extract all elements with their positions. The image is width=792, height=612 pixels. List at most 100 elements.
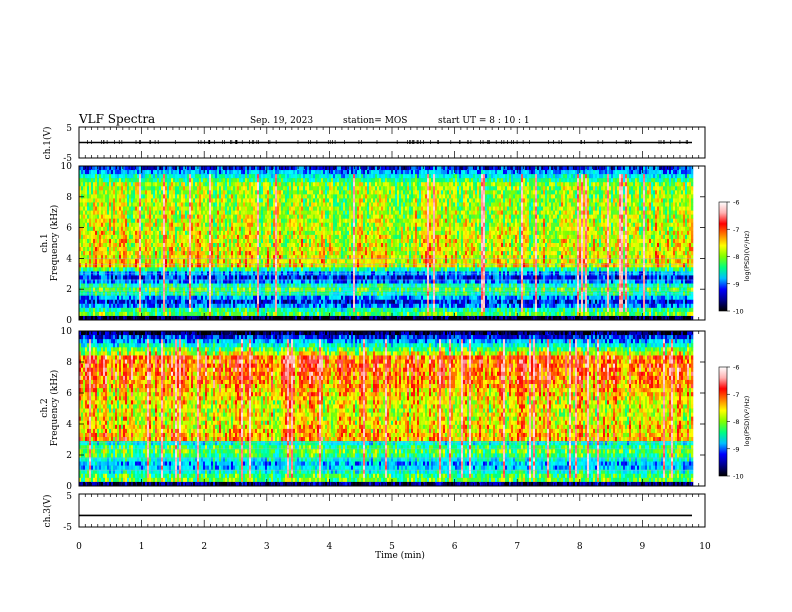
spectrogram-cell	[169, 182, 171, 186]
spectrogram-cell	[209, 215, 211, 219]
spectrogram-cell	[91, 190, 93, 194]
spectrogram-cell	[147, 275, 149, 279]
spectrogram-cell	[279, 259, 281, 263]
spectrogram-cell	[293, 284, 295, 288]
spectrogram-cell	[177, 304, 179, 308]
spectrogram-cell	[229, 178, 231, 182]
spectrogram-cell	[245, 166, 247, 170]
spectrogram-cell	[143, 300, 145, 304]
spectrogram-cell	[297, 300, 299, 304]
spectrogram-cell	[173, 182, 175, 186]
spectrogram-cell	[291, 284, 293, 288]
spectrogram-cell	[189, 259, 191, 263]
spectrogram-cell	[203, 198, 205, 202]
spectrogram-cell	[117, 247, 119, 251]
spectrogram-cell	[177, 255, 179, 259]
spectrogram-cell	[145, 186, 147, 190]
spectrogram-cell	[209, 312, 211, 316]
spectrogram-cell	[239, 170, 241, 174]
spectrogram-cell	[87, 215, 89, 219]
spectrogram-cell	[97, 202, 99, 206]
spectrogram-cell	[161, 190, 163, 194]
spectrogram-cell	[257, 284, 259, 288]
spectrogram-cell	[125, 304, 127, 308]
spectrogram-cell	[269, 215, 271, 219]
spectrogram-cell	[287, 271, 289, 275]
spectrogram-cell	[259, 170, 261, 174]
spectrogram-cell	[285, 231, 287, 235]
spectrogram-cell	[105, 215, 107, 219]
spectrogram-cell	[301, 182, 303, 186]
spectrogram-cell	[125, 296, 127, 300]
spectrogram-cell	[207, 308, 209, 312]
spectrogram-cell	[295, 215, 297, 219]
spectrogram-cell	[187, 227, 189, 231]
spectrogram-cell	[179, 170, 181, 174]
spectrogram-cell	[253, 235, 255, 239]
spectrogram-cell	[253, 190, 255, 194]
spectrogram-cell	[209, 300, 211, 304]
spectrogram-cell	[115, 219, 117, 223]
spectrogram-cell	[267, 304, 269, 308]
spectrogram-cell	[143, 308, 145, 312]
spectrogram-cell	[139, 170, 141, 174]
spectrogram-cell	[177, 247, 179, 251]
spectrogram-cell	[95, 284, 97, 288]
spectrogram-cell	[163, 178, 165, 182]
spectrogram-cell	[227, 211, 229, 215]
spectrogram-cell	[193, 275, 195, 279]
spectrogram-cell	[231, 227, 233, 231]
spectrogram-cell	[137, 308, 139, 312]
spectrogram-cell	[231, 174, 233, 178]
spectrogram-cell	[167, 235, 169, 239]
spectrogram-cell	[159, 304, 161, 308]
spectrogram-cell	[235, 300, 237, 304]
spectrogram-cell	[191, 194, 193, 198]
spectrogram-cell	[283, 300, 285, 304]
spectrogram-cell	[185, 312, 187, 316]
spectrogram-cell	[291, 227, 293, 231]
spectrogram-cell	[233, 231, 235, 235]
spectrogram-cell	[287, 231, 289, 235]
spectrogram-cell	[117, 186, 119, 190]
spectrogram-cell	[107, 304, 109, 308]
spectrogram-cell	[95, 263, 97, 267]
spectrogram-cell	[147, 219, 149, 223]
spectrogram-cell	[223, 308, 225, 312]
spectrogram-cell	[305, 215, 307, 219]
spectrogram-cell	[221, 300, 223, 304]
spectrogram-cell	[251, 275, 253, 279]
spectrogram-cell	[141, 239, 143, 243]
spectrogram-cell	[211, 300, 213, 304]
spectrogram-cell	[169, 239, 171, 243]
spectrogram-cell	[267, 174, 269, 178]
spectrogram-cell	[119, 288, 121, 292]
spectrogram-cell	[179, 251, 181, 255]
spectrogram-cell	[285, 227, 287, 231]
spectrogram-cell	[111, 312, 113, 316]
spectrogram-cell	[89, 300, 91, 304]
spectrogram-cell	[295, 174, 297, 178]
spectrogram-cell	[251, 202, 253, 206]
spectrogram-cell	[263, 243, 265, 247]
spectrogram-cell	[293, 267, 295, 271]
spectrogram-cell	[191, 227, 193, 231]
spectrogram-cell	[97, 219, 99, 223]
spectrogram-cell	[271, 288, 273, 292]
spectrogram-cell	[115, 186, 117, 190]
spectrogram-cell	[217, 288, 219, 292]
spectrogram-cell	[297, 259, 299, 263]
spectrogram-cell	[197, 263, 199, 267]
spectrogram-cell	[219, 304, 221, 308]
spectrogram-cell	[219, 219, 221, 223]
spectrogram-cell	[145, 207, 147, 211]
spectrogram-cell	[139, 186, 141, 190]
spectrogram-cell	[121, 312, 123, 316]
spectrogram-cell	[261, 227, 263, 231]
spectrogram-cell	[91, 284, 93, 288]
spectrogram-cell	[179, 284, 181, 288]
spectrogram-cell	[215, 231, 217, 235]
spectrogram-cell	[131, 198, 133, 202]
spectrogram-cell	[155, 288, 157, 292]
spectrogram-cell	[149, 235, 151, 239]
